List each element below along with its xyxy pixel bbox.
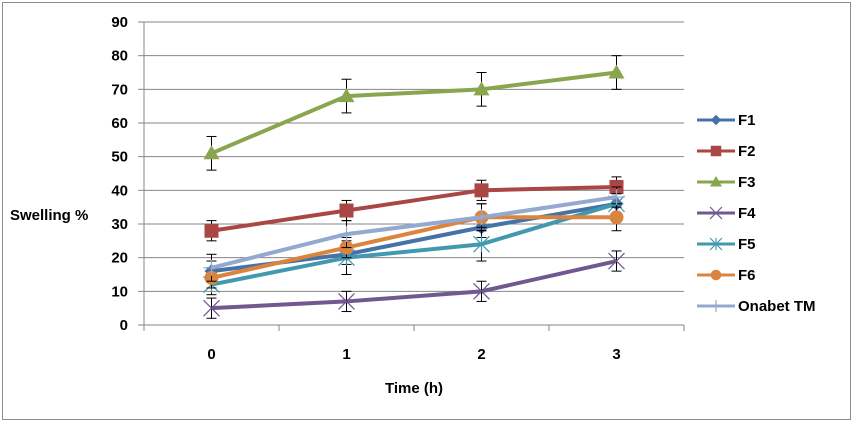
square-marker <box>474 183 489 198</box>
y-tick-label: 20 <box>111 250 128 267</box>
data-point <box>608 252 625 270</box>
series-layer <box>203 55 625 319</box>
data-point <box>608 189 625 206</box>
y-tick-label: 60 <box>111 115 128 132</box>
series-line <box>211 259 617 311</box>
data-point <box>473 282 490 300</box>
data-point <box>338 226 355 243</box>
y-tick-label: 30 <box>111 216 128 233</box>
legend-item: F2 <box>697 143 756 160</box>
triangle-marker <box>203 145 220 160</box>
series-line <box>211 215 617 280</box>
data-point <box>338 88 355 103</box>
legend-label: F1 <box>738 112 756 129</box>
y-tick-label: 90 <box>111 14 128 31</box>
series-line <box>211 195 617 270</box>
x-tick-labels: 0 1 2 3 <box>207 346 620 363</box>
series-f5 <box>203 193 625 296</box>
legend-item: F1 <box>697 112 756 129</box>
series-f4 <box>203 250 625 319</box>
circle-marker <box>710 269 722 281</box>
x-tick-label: 3 <box>612 346 620 363</box>
data-point <box>473 81 490 96</box>
x-marker-stroke <box>608 252 625 270</box>
data-point <box>473 209 490 226</box>
circle-marker <box>609 210 624 225</box>
series-line <box>211 201 618 287</box>
triangle-marker <box>473 81 490 96</box>
data-point <box>204 223 219 238</box>
y-axis-title: Swelling % <box>10 207 88 224</box>
y-tick-label: 0 <box>120 317 128 334</box>
data-point <box>203 259 220 276</box>
square-marker <box>710 145 722 157</box>
legend: F1 F2 F3 F4 F5 F6 Onabet TM <box>697 112 816 315</box>
triangle-marker <box>710 176 722 187</box>
legend-marker <box>710 300 722 312</box>
square-marker <box>204 223 219 238</box>
series-line <box>211 184 617 233</box>
data-point <box>608 64 625 79</box>
y-tick-labels: 0 10 20 30 40 50 60 70 80 90 <box>111 14 128 334</box>
series-f3 <box>203 55 625 171</box>
legend-marker <box>710 114 722 126</box>
legend-marker <box>710 145 722 157</box>
axes <box>138 21 685 331</box>
legend-marker <box>710 269 722 281</box>
x-marker-stroke <box>709 206 723 220</box>
x-tick-label: 1 <box>342 346 350 363</box>
legend-label: F5 <box>738 236 756 253</box>
triangle-marker <box>608 64 625 79</box>
square-marker <box>339 203 354 218</box>
x-marker-stroke <box>203 299 220 317</box>
data-point <box>474 183 489 198</box>
data-point <box>473 235 490 253</box>
x-tick-label: 2 <box>477 346 485 363</box>
series-f2 <box>204 176 624 242</box>
data-point <box>338 293 355 310</box>
data-point <box>203 299 220 317</box>
data-point <box>609 210 624 225</box>
data-point <box>339 203 354 218</box>
data-point <box>203 145 220 160</box>
legend-item: F4 <box>697 205 756 222</box>
legend-item: Onabet TM <box>697 298 816 315</box>
y-tick-label: 50 <box>111 149 128 166</box>
y-tick-label: 80 <box>111 48 128 65</box>
triangle-marker <box>338 88 355 103</box>
legend-marker <box>709 237 723 251</box>
legend-label: F2 <box>738 143 756 160</box>
y-tick-label: 40 <box>111 182 128 199</box>
legend-item: F5 <box>697 236 756 253</box>
legend-label: Onabet TM <box>738 298 816 315</box>
x-tick-label: 0 <box>207 346 215 363</box>
chart-frame <box>2 2 851 420</box>
diamond-marker <box>710 114 722 126</box>
series-line <box>211 201 617 274</box>
y-tick-label: 10 <box>111 283 128 300</box>
legend-label: F4 <box>738 205 756 222</box>
series-line <box>210 70 617 156</box>
series-onabet-tm <box>203 186 625 282</box>
legend-label: F3 <box>738 174 756 191</box>
legend-item: F3 <box>697 174 756 191</box>
gridlines <box>144 21 684 292</box>
legend-item: F6 <box>697 267 756 284</box>
y-tick-label: 70 <box>111 81 128 98</box>
x-axis-title: Time (h) <box>385 380 443 397</box>
x-marker-stroke <box>473 282 490 300</box>
x-marker-stroke <box>338 293 355 310</box>
legend-label: F6 <box>738 267 756 284</box>
legend-marker <box>709 206 723 220</box>
legend-marker <box>710 176 722 187</box>
